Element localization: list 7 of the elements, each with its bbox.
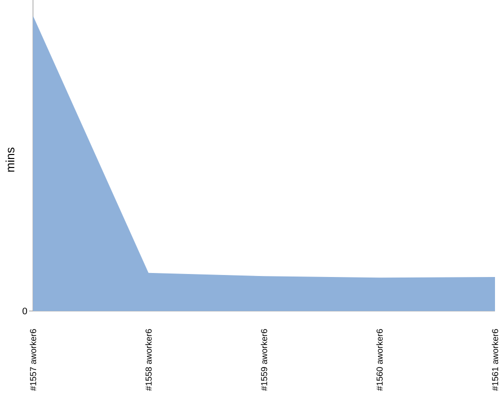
x-tick-label: #1557 aworker6 [30,329,36,391]
text: 0 [22,308,28,314]
x-tick-label: #1560 aworker6 [376,329,383,391]
x-tick-label: #1558 aworker6 [145,329,152,391]
x-tick-label: #1561 aworker6 [492,329,498,391]
y-axis-title: mins [6,148,14,172]
x-tick-label: #1559 aworker6 [260,329,268,391]
